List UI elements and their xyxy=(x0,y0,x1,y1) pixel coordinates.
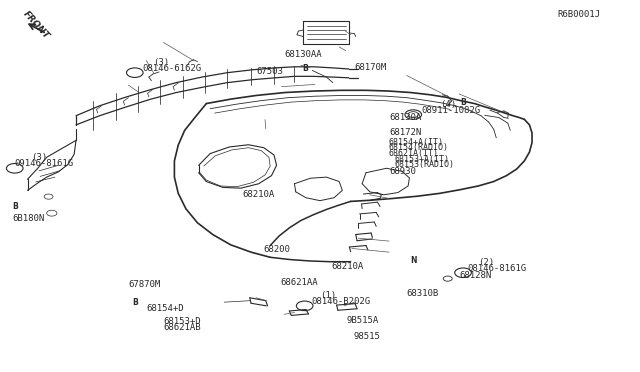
Text: 68172N: 68172N xyxy=(389,128,421,137)
Text: 68930: 68930 xyxy=(389,167,416,176)
Text: B: B xyxy=(12,202,18,211)
Text: 68210A: 68210A xyxy=(332,262,364,270)
Text: B: B xyxy=(132,298,138,307)
Text: 68621AA: 68621AA xyxy=(280,279,318,288)
Text: R6B0001J: R6B0001J xyxy=(557,10,600,19)
Text: 68153+D: 68153+D xyxy=(164,317,201,327)
Text: 68200: 68200 xyxy=(264,246,291,254)
Text: 68210A: 68210A xyxy=(242,190,275,199)
Text: (1): (1) xyxy=(320,291,336,300)
Text: 68154+A(IT): 68154+A(IT) xyxy=(389,138,444,147)
Text: 68130A: 68130A xyxy=(389,113,421,122)
Text: (2): (2) xyxy=(478,258,495,267)
Text: 68154(RADIO): 68154(RADIO) xyxy=(389,143,449,152)
Text: 68154+D: 68154+D xyxy=(147,304,184,313)
Text: 68621A(IT): 68621A(IT) xyxy=(389,149,439,158)
Text: 09146-8161G: 09146-8161G xyxy=(15,159,74,168)
Text: 6B180N: 6B180N xyxy=(12,214,44,224)
Text: 08146-B202G: 08146-B202G xyxy=(311,297,370,306)
Text: 08146-8161G: 08146-8161G xyxy=(467,264,526,273)
Text: 08146-6162G: 08146-6162G xyxy=(143,64,202,73)
Text: B: B xyxy=(460,97,466,107)
Text: (3): (3) xyxy=(153,58,169,67)
Text: 67870M: 67870M xyxy=(129,279,161,289)
Text: 68310B: 68310B xyxy=(407,289,439,298)
Text: (4): (4) xyxy=(440,100,456,109)
Text: 67503: 67503 xyxy=(256,67,283,76)
Text: 08911-1082G: 08911-1082G xyxy=(421,106,480,115)
Text: 68128N: 68128N xyxy=(460,271,492,280)
Text: N: N xyxy=(410,256,417,265)
Text: 68153(RADIO): 68153(RADIO) xyxy=(394,160,454,169)
Text: 9B515A: 9B515A xyxy=(347,316,379,325)
Text: (3): (3) xyxy=(31,153,47,163)
Text: 68170M: 68170M xyxy=(355,63,387,72)
Text: FRONT: FRONT xyxy=(21,9,51,40)
Text: 98515: 98515 xyxy=(353,332,380,341)
Text: 68153+A(IT): 68153+A(IT) xyxy=(394,154,449,164)
Text: 68130AA: 68130AA xyxy=(284,51,322,60)
Text: 68621AB: 68621AB xyxy=(164,323,201,331)
Text: B: B xyxy=(302,64,308,74)
